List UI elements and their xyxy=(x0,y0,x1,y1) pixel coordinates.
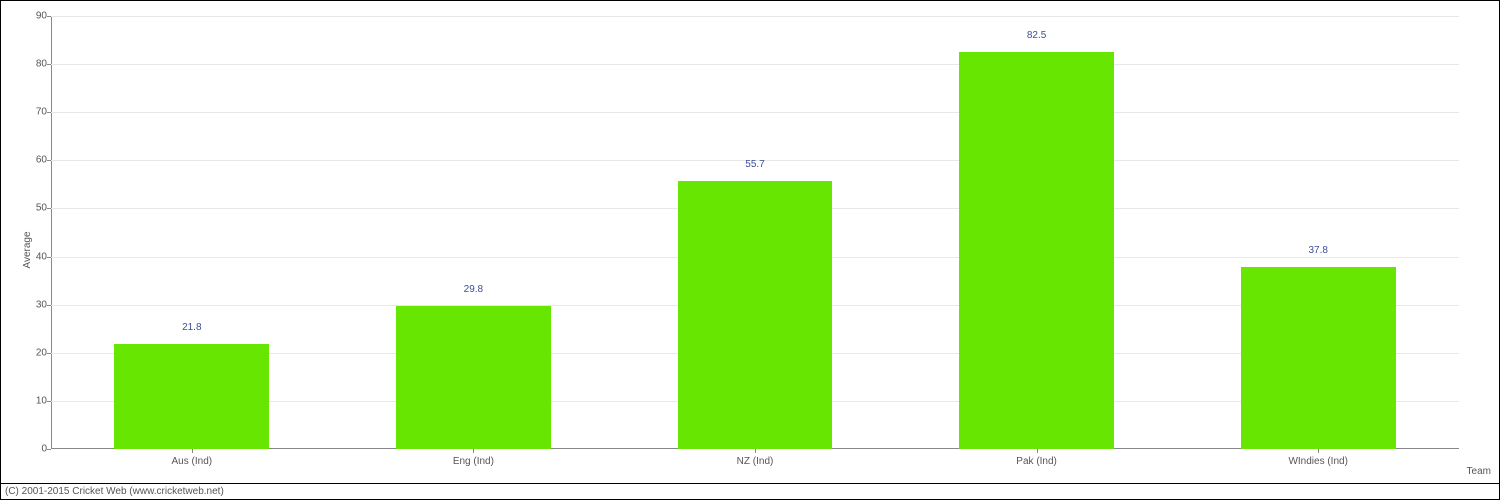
bar xyxy=(959,52,1114,449)
y-axis-line xyxy=(51,16,52,449)
copyright-text: (C) 2001-2015 Cricket Web (www.cricketwe… xyxy=(5,486,224,497)
x-tick-mark xyxy=(1318,449,1319,453)
copyright-divider xyxy=(1,483,1499,484)
x-tick-label: Aus (Ind) xyxy=(172,456,213,467)
bar-value-label: 29.8 xyxy=(464,284,483,295)
bar xyxy=(396,306,551,449)
grid-line xyxy=(51,64,1459,65)
y-tick-label: 80 xyxy=(23,59,47,70)
y-tick-mark xyxy=(47,353,51,354)
x-tick-mark xyxy=(473,449,474,453)
y-tick-mark xyxy=(47,401,51,402)
y-tick-mark xyxy=(47,112,51,113)
y-tick-mark xyxy=(47,257,51,258)
x-axis-title: Team xyxy=(1467,466,1491,477)
y-tick-mark xyxy=(47,208,51,209)
y-tick-mark xyxy=(47,160,51,161)
y-axis-title: Average xyxy=(22,231,33,268)
x-tick-label: NZ (Ind) xyxy=(737,456,774,467)
bar xyxy=(678,181,833,449)
bar-value-label: 37.8 xyxy=(1308,245,1327,256)
y-tick-label: 70 xyxy=(23,107,47,118)
x-tick-mark xyxy=(755,449,756,453)
bar-value-label: 82.5 xyxy=(1027,30,1046,41)
bar-value-label: 55.7 xyxy=(745,159,764,170)
chart-container: 010203040506070809021.8Aus (Ind)29.8Eng … xyxy=(0,0,1500,500)
y-tick-mark xyxy=(47,16,51,17)
x-tick-label: Pak (Ind) xyxy=(1016,456,1057,467)
x-tick-label: Eng (Ind) xyxy=(453,456,494,467)
bar xyxy=(1241,267,1396,449)
y-tick-label: 30 xyxy=(23,299,47,310)
grid-line xyxy=(51,16,1459,17)
y-tick-label: 50 xyxy=(23,203,47,214)
y-tick-label: 20 xyxy=(23,347,47,358)
x-tick-label: WIndies (Ind) xyxy=(1288,456,1347,467)
y-tick-label: 90 xyxy=(23,11,47,22)
y-tick-label: 10 xyxy=(23,395,47,406)
bar xyxy=(114,344,269,449)
y-tick-mark xyxy=(47,449,51,450)
x-tick-mark xyxy=(192,449,193,453)
y-tick-label: 0 xyxy=(23,444,47,455)
y-tick-mark xyxy=(47,64,51,65)
x-tick-mark xyxy=(1037,449,1038,453)
bar-value-label: 21.8 xyxy=(182,322,201,333)
grid-line xyxy=(51,112,1459,113)
y-tick-label: 60 xyxy=(23,155,47,166)
plot-area: 010203040506070809021.8Aus (Ind)29.8Eng … xyxy=(51,16,1459,449)
y-tick-mark xyxy=(47,305,51,306)
